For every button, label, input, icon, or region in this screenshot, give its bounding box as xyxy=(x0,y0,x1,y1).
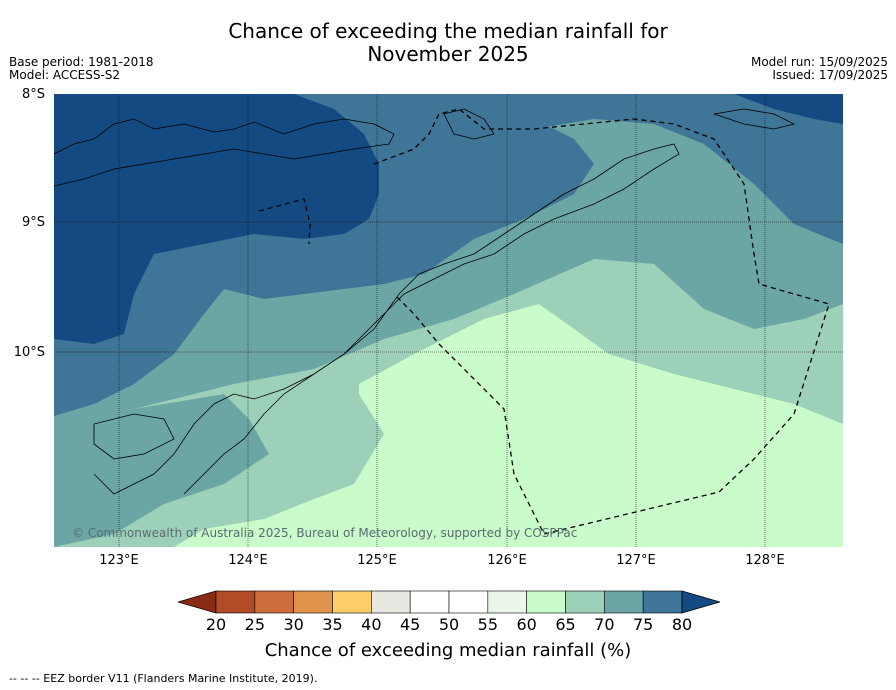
title-line-2: November 2025 xyxy=(367,42,529,66)
copyright-notice: © Commonwealth of Australia 2025, Bureau… xyxy=(72,526,578,540)
colorbar-segment xyxy=(487,590,527,614)
lon-label-125e: 125°E xyxy=(357,553,397,568)
colorbar-label: Chance of exceeding median rainfall (%) xyxy=(264,640,632,661)
colorbar-segment xyxy=(409,590,450,614)
colorbar-extend-high xyxy=(681,590,720,614)
colorbar-segment xyxy=(371,590,411,614)
meta-right: Model run: 15/09/2025 Issued: 17/09/2025 xyxy=(751,56,888,82)
colorbar-extend-low xyxy=(178,590,217,614)
lon-label-124e: 124°E xyxy=(228,553,268,568)
colorbar-tick-label: 45 xyxy=(399,615,421,634)
region-60 xyxy=(174,304,843,547)
region-80-west xyxy=(54,94,379,344)
lon-label-127e: 127°E xyxy=(616,553,656,568)
colorbar-tick-label: 80 xyxy=(671,615,693,634)
colorbar-tick-label: 35 xyxy=(322,615,343,634)
chart-title: Chance of exceeding the median rainfall … xyxy=(0,20,896,66)
coastlines xyxy=(54,108,796,495)
colorbar-tick-label: 75 xyxy=(632,615,654,634)
eez-footer-note: -- -- -- EEZ border V11 (Flanders Marine… xyxy=(9,672,318,685)
colorbar-segment xyxy=(448,590,489,614)
coast-flores xyxy=(54,118,395,187)
coast-alor xyxy=(443,108,495,140)
colorbar xyxy=(178,590,720,614)
region-80-northeast xyxy=(734,94,843,124)
colorbar-segment xyxy=(642,590,683,614)
title-line-1: Chance of exceeding the median rainfall … xyxy=(228,19,668,43)
colorbar-tick-label: 20 xyxy=(205,615,227,634)
lon-label-126e: 126°E xyxy=(487,553,527,568)
model-name: Model: ACCESS-S2 xyxy=(9,68,121,82)
coast-wetar xyxy=(713,108,796,130)
meta-left: Base period: 1981-2018 Model: ACCESS-S2 xyxy=(9,56,154,82)
colorbar-tick-label: 55 xyxy=(477,615,498,634)
colorbar-tick-label: 25 xyxy=(244,615,265,634)
lat-label-9s: 9°S xyxy=(21,215,45,230)
lat-label-10s: 10°S xyxy=(13,345,45,360)
base-period: Base period: 1981-2018 xyxy=(9,55,154,69)
model-run: Model run: 15/09/2025 xyxy=(750,55,888,69)
colorbar-segment xyxy=(526,590,566,614)
colorbar-segment xyxy=(332,590,372,614)
colorbar-tick-label: 70 xyxy=(594,615,615,634)
rainfall-map xyxy=(54,94,843,547)
colorbar-tick-label: 30 xyxy=(283,615,304,634)
colorbar-tick-label: 50 xyxy=(438,615,460,634)
coast-sumba xyxy=(93,413,175,460)
lon-label-123e: 123°E xyxy=(99,553,139,568)
colorbar-segment xyxy=(565,590,605,614)
coast-timor xyxy=(93,143,680,495)
lat-label-8s: 8°S xyxy=(21,87,45,102)
colorbar-tick-label: 60 xyxy=(516,615,537,634)
colorbar-segment xyxy=(293,590,333,614)
issued-date: Issued: 17/09/2025 xyxy=(772,68,888,82)
colorbar-segment xyxy=(604,590,644,614)
colorbar-tick-label: 40 xyxy=(361,615,382,634)
colorbar-tick-label: 65 xyxy=(555,615,576,634)
region-65-southwest xyxy=(54,394,269,547)
lon-label-128e: 128°E xyxy=(745,553,785,568)
eez-border xyxy=(258,108,830,535)
colorbar-segments xyxy=(178,590,720,614)
colorbar-segment xyxy=(215,590,256,614)
colorbar-segment xyxy=(254,590,294,614)
